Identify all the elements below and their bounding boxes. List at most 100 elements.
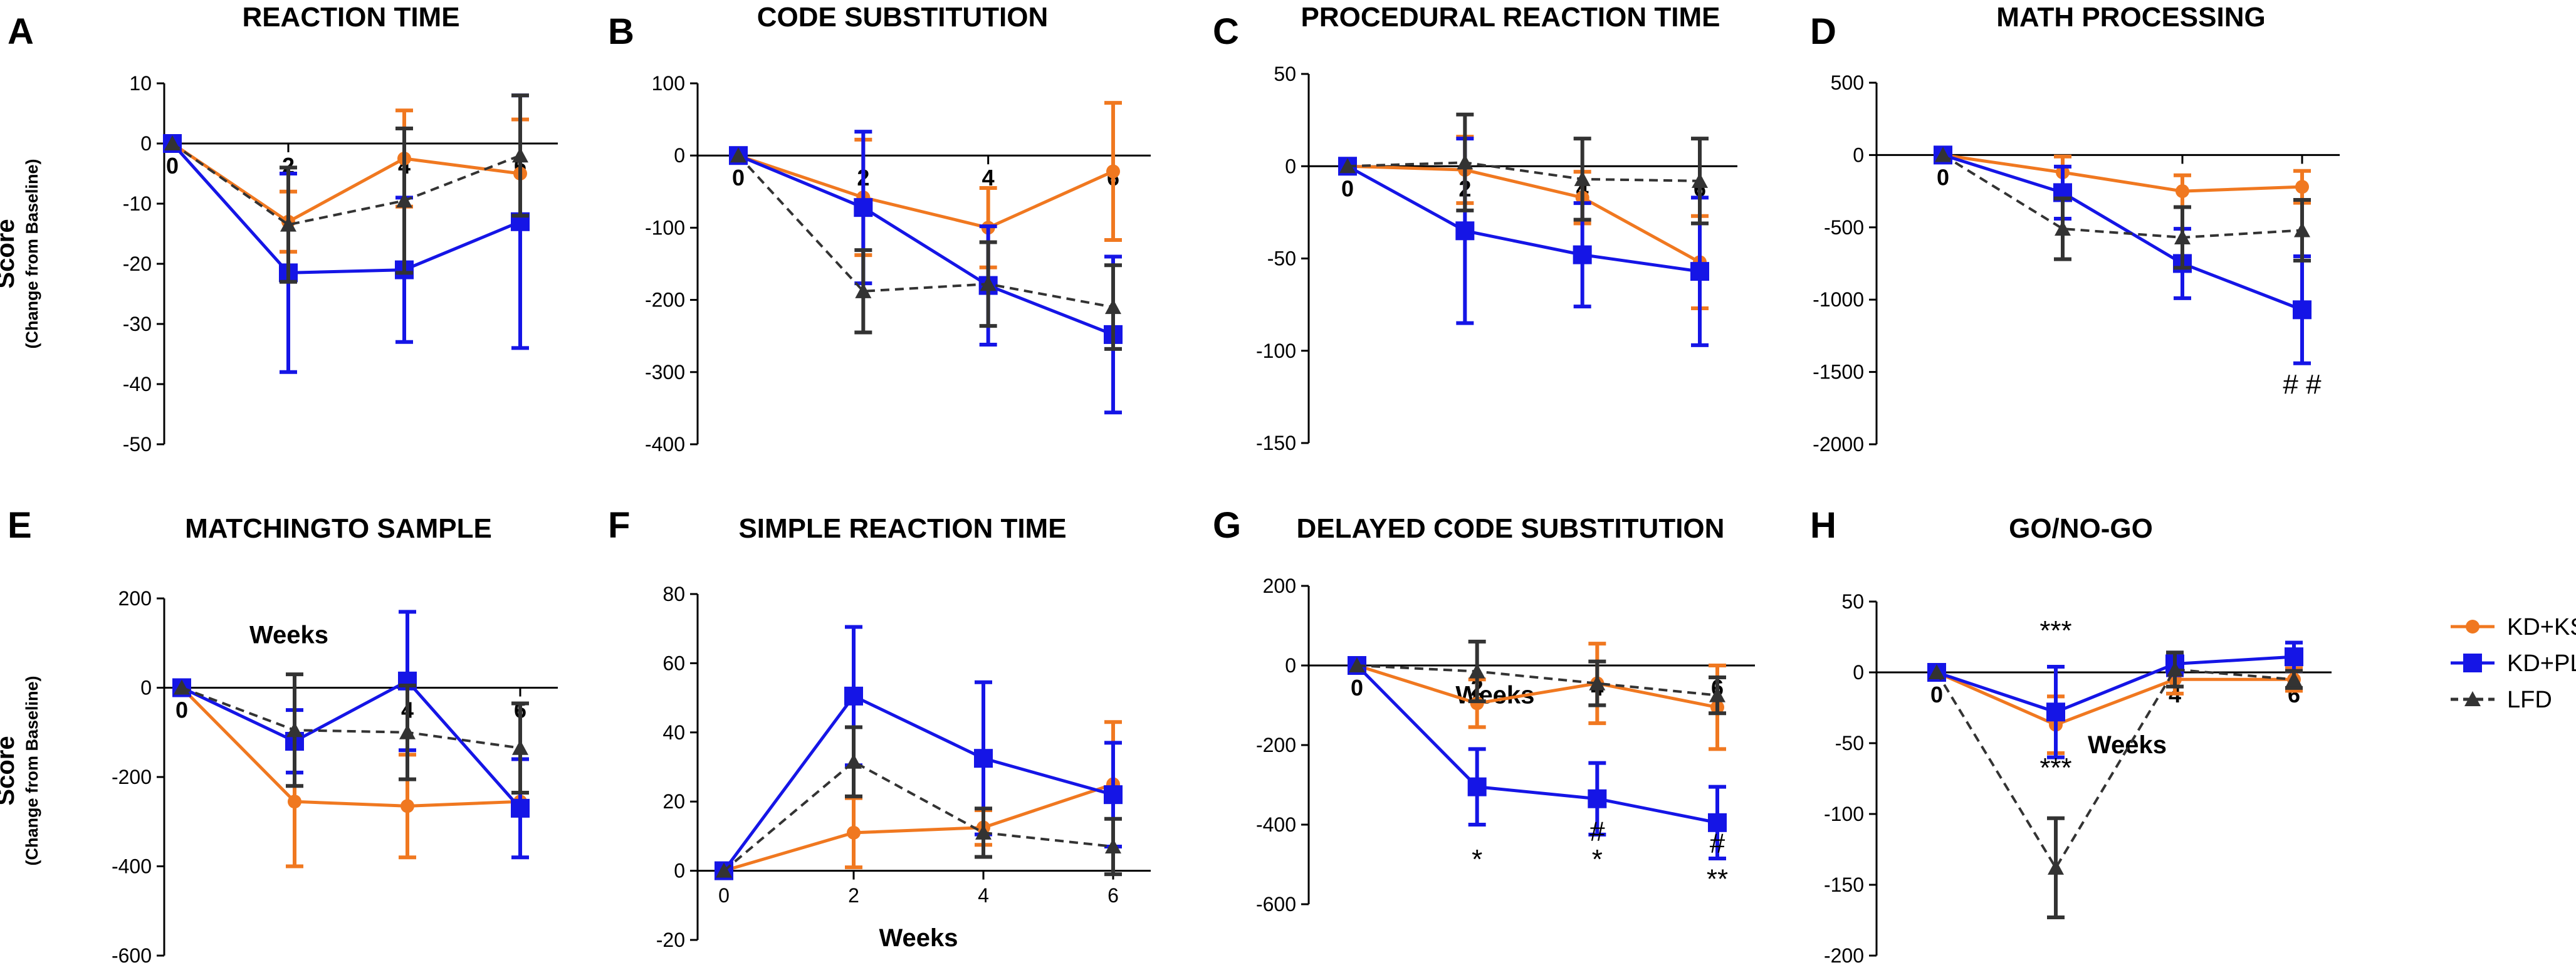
y-tick-label: -1500 [1813,361,1864,383]
series-line [1936,655,2295,714]
x-tick-label: 0 [1341,175,1354,201]
data-point [1690,262,1709,281]
data-point [730,147,746,163]
data-point [2295,180,2309,194]
y-tick-label: -200 [645,289,685,311]
y-axis-subtitle: (Change from Baseline) [23,676,41,865]
y-tick-label: 80 [662,583,685,605]
data-point [844,686,863,706]
series-line [171,142,521,226]
panel-letter: A [8,11,34,52]
panel-title: GO/NO-GO [2009,513,2153,544]
panel-letter: D [1810,11,1836,52]
series-lfd [1935,147,2311,270]
legend-label: KD+PL [2507,650,2576,677]
panel-title: REACTION TIME [242,2,459,33]
series-line [1347,164,1701,264]
panel-letter: H [1810,505,1836,546]
panel-title: SIMPLE REACTION TIME [738,513,1066,544]
legend-point [2466,620,2479,634]
panel-letter: G [1213,505,1241,546]
x-tick-label: 0 [732,165,745,190]
series-line [723,760,1114,872]
y-tick-label: -100 [1256,340,1296,362]
x-tick-label: 0 [1937,164,1949,190]
y-tick-label: -20 [123,253,152,275]
y-tick-label: -1000 [1813,288,1864,311]
y-tick-label: -10 [123,192,152,215]
x-axis-title: Weeks [249,621,328,649]
y-tick-label: 0 [1285,654,1296,677]
series-line [1935,668,2295,870]
panel-h: HGO/NO-GO500-50-100-150-200046Weeks*****… [1810,505,2332,965]
data-point [975,824,992,840]
data-point [174,679,190,695]
series-line [171,142,521,274]
series-kd-ks [165,108,529,254]
panel-title: PROCEDURAL REACTION TIME [1301,2,1720,33]
series-line [181,686,521,808]
panel-c: C PROCEDURAL REACTION TIME 50 0 -50 -100 -150 0… [1213,2,1737,454]
y-tick-label: -400 [1256,813,1296,836]
panel-d: D MATH PROCESSING 500 0 -500 -1000 -1500 -2000 0… [1810,2,2340,456]
y-tick-label: 0 [674,860,685,882]
series-lfd [174,672,529,795]
x-tick-label: 0 [718,884,730,907]
data-point [288,795,301,809]
y-tick-label: -2000 [1813,433,1864,456]
series-kd-pl [163,93,530,374]
x-tick-label: 0 [1351,675,1363,701]
y-tick-label: 50 [1841,590,1864,613]
y-tick-label: -300 [645,361,685,383]
data-point [846,753,862,769]
data-point [1935,147,1951,162]
panel-g: G DELAYED CODE SUBSTITUTION 200 0 -200 -400 -6… [1213,505,1755,915]
y-tick-label: 0 [140,132,152,155]
y-tick-label: 100 [652,72,685,95]
significance-mark: * [1592,844,1603,875]
panel-letter: F [608,505,630,546]
data-point [1457,154,1474,170]
data-point [1105,299,1121,315]
y-tick-label: -30 [123,313,152,335]
y-tick-label: -50 [123,433,152,456]
series-line [1942,154,2303,311]
data-point [2046,702,2065,722]
data-point [1349,657,1365,673]
x-tick-label: 6 [1107,884,1119,907]
data-point [2285,647,2303,667]
series-line [1347,161,1700,182]
series-line [738,154,1114,336]
series-line [737,154,1114,309]
y-tick-label: 0 [1853,661,1864,684]
y-tick-label: -150 [1824,874,1864,896]
series-kd-pl [729,130,1123,415]
legend-item-kd-pl: KD+PL [2451,650,2576,677]
significance-mark: *** [2039,753,2071,783]
y-tick-label: -100 [645,216,685,239]
y-tick-label: 0 [140,677,152,699]
series-kd-pl [172,610,530,860]
data-point [1708,813,1727,832]
series-line [1942,153,2303,193]
series-kd-pl [1348,656,1727,860]
x-axis-title: Weeks [2088,731,2167,759]
panel-letter: C [1213,11,1239,52]
series-kd-ks [1341,135,1709,311]
data-point [980,276,997,291]
series-line [1356,664,1718,709]
data-point [396,192,412,208]
significance-mark: # [1710,828,1725,858]
data-point [2174,229,2191,245]
y-tick-label: 500 [1831,71,1864,94]
y-tick-label: -200 [1256,734,1296,756]
y-tick-label: 0 [1853,143,1864,166]
data-point [1588,789,1607,808]
panel-letter: E [8,505,32,546]
data-point [512,739,528,755]
y-axis-title-bottom: Score (Change from Baseline) [0,676,41,865]
data-point [2293,300,2312,320]
